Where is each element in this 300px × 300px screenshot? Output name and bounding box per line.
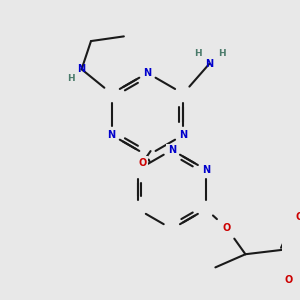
Text: O: O: [284, 274, 293, 285]
Text: H: H: [218, 49, 226, 58]
Text: N: N: [168, 145, 176, 155]
Text: N: N: [108, 130, 116, 140]
Text: O: O: [138, 158, 147, 168]
Text: O: O: [223, 223, 231, 233]
Text: O: O: [296, 212, 300, 222]
Text: H: H: [68, 74, 75, 83]
Text: N: N: [202, 165, 210, 175]
Text: H: H: [194, 49, 202, 58]
Text: N: N: [179, 130, 187, 140]
Text: N: N: [77, 64, 86, 74]
Text: N: N: [143, 68, 152, 78]
Text: N: N: [206, 58, 214, 69]
